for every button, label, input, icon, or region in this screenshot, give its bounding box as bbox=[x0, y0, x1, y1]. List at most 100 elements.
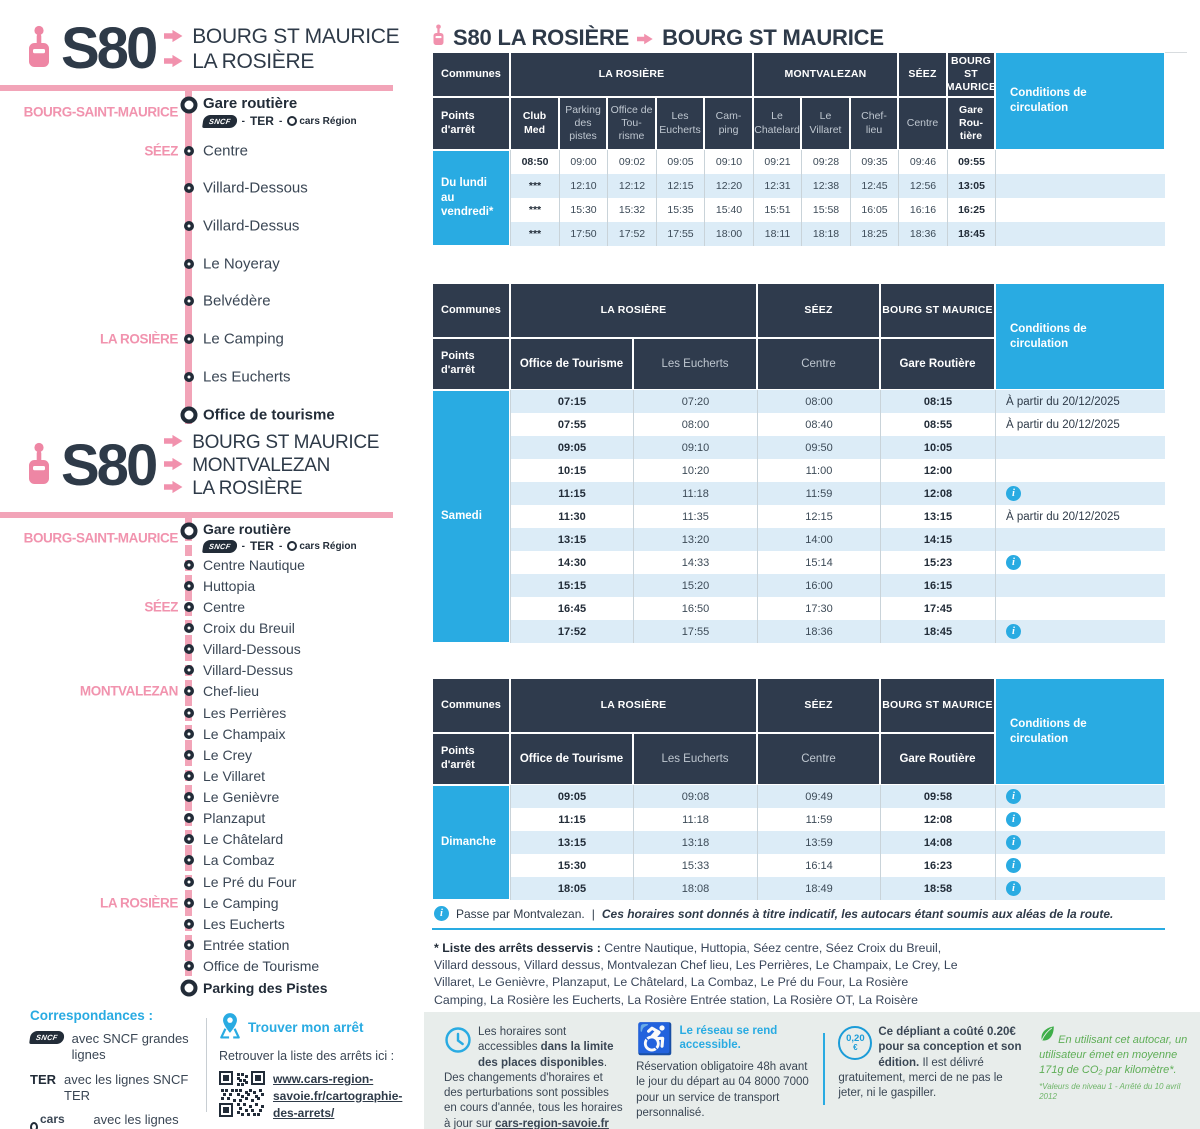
time-cell: 09:02 bbox=[607, 150, 656, 174]
time-cell: 09:05 bbox=[510, 785, 633, 808]
time-cell: 09:00 bbox=[559, 150, 607, 174]
time-cell: 15:35 bbox=[656, 198, 704, 222]
stop-label: Les Eucherts bbox=[203, 369, 291, 386]
stop-header-cell: Cam-ping bbox=[704, 97, 753, 150]
cartography-url-link[interactable]: www.cars-region-savoie.fr/cartographie-d… bbox=[273, 1072, 403, 1120]
time-cell: 11:15 bbox=[510, 482, 633, 505]
footer-link[interactable]: cars-region-savoie.fr bbox=[495, 1117, 609, 1129]
time-cell: 18:05 bbox=[510, 877, 633, 900]
arrow-right-icon bbox=[164, 25, 184, 49]
route-line bbox=[185, 88, 192, 424]
condition-cell bbox=[995, 574, 1165, 597]
eco-footnote: *Valeurs de niveau 1 - Arrêté du 10 avri… bbox=[1039, 1081, 1181, 1102]
footer-cost: 0,20 € Ce dépliant a coûté 0.20€ pour sa … bbox=[838, 1025, 1026, 1129]
commune-label: BOURG-SAINT-MAURICE bbox=[23, 530, 179, 546]
stop-dot bbox=[184, 834, 194, 844]
time-cell: 17:50 bbox=[559, 222, 607, 246]
stop-name: Le Villaret bbox=[203, 768, 266, 784]
stop-dot bbox=[184, 813, 194, 823]
condition-cell: i bbox=[995, 551, 1165, 574]
stop-header-cell: Gare Rou-tière bbox=[947, 97, 995, 150]
day-label-cell: Du lundi au vendredi* bbox=[432, 150, 510, 246]
clock-icon bbox=[444, 1026, 472, 1059]
arrow-right-icon bbox=[164, 478, 184, 500]
stop-label: Le Pré du Four bbox=[203, 874, 296, 890]
destination-label: BOURG ST MAURICE bbox=[192, 432, 380, 453]
time-cell: 16:45 bbox=[510, 597, 633, 620]
info-icon: i bbox=[1006, 555, 1021, 570]
time-cell: 11:59 bbox=[757, 482, 880, 505]
vertical-divider bbox=[206, 1018, 207, 1112]
condition-cell: i bbox=[995, 877, 1165, 900]
stop-label: Office de tourisme bbox=[203, 407, 335, 424]
stop-label: Chef-lieu bbox=[203, 683, 259, 699]
stop-name: Huttopia bbox=[203, 578, 256, 594]
conditions-header-cell: Conditions de circulation bbox=[995, 52, 1165, 150]
stop-name: Villard-Dessous bbox=[203, 179, 308, 197]
map-pin-icon bbox=[219, 1013, 241, 1042]
stop-label: Villard-Dessus bbox=[203, 218, 299, 235]
info-icon: i bbox=[1006, 835, 1021, 850]
time-cell: 08:15 bbox=[880, 390, 995, 413]
stop-dot bbox=[184, 644, 194, 654]
day-label-cell: Samedi bbox=[432, 390, 510, 643]
stop-name: La Combaz bbox=[203, 852, 275, 868]
stop-label: Parking des Pistes bbox=[203, 980, 328, 996]
time-cell: 13:15 bbox=[880, 505, 995, 528]
time-cell: 13:20 bbox=[633, 528, 757, 551]
time-cell: 15:30 bbox=[559, 198, 607, 222]
commune-group-cell: LA ROSIÈRE bbox=[510, 678, 757, 733]
points-arret-header-cell: Points d'arrêt bbox=[432, 733, 510, 785]
time-cell: 09:10 bbox=[633, 436, 757, 459]
time-cell: 11:30 bbox=[510, 505, 633, 528]
find-stop-subtitle: Retrouver la liste des arrêts ici : bbox=[219, 1049, 395, 1063]
time-cell: 09:08 bbox=[633, 785, 757, 808]
commune-group-cell: SÉEZ bbox=[757, 678, 880, 733]
condition-cell bbox=[995, 436, 1165, 459]
time-cell: 15:23 bbox=[880, 551, 995, 574]
stop-dot bbox=[184, 334, 194, 344]
time-cell: 13:15 bbox=[510, 528, 633, 551]
stop-dot bbox=[184, 750, 194, 760]
correspondances-title: Correspondances : bbox=[30, 1008, 154, 1023]
time-cell: 12:15 bbox=[757, 505, 880, 528]
stop-header-cell: Gare Routière bbox=[880, 733, 995, 785]
stop-name: Villard-Dessus bbox=[203, 662, 293, 678]
footer-eco: En utilisant cet autocar, un utilisateur… bbox=[1039, 1025, 1200, 1129]
condition-cell bbox=[995, 198, 1165, 222]
route-destinations: BOURG ST MAURICE LA ROSIÈRE bbox=[164, 25, 400, 74]
time-cell: 16:05 bbox=[850, 198, 898, 222]
stop-dot bbox=[184, 708, 194, 718]
find-stop-title: Trouver mon arrêt bbox=[219, 1013, 404, 1042]
time-cell: 08:00 bbox=[757, 390, 880, 413]
condition-cell: i bbox=[995, 785, 1165, 808]
stop-label: Le Camping bbox=[203, 331, 284, 348]
gondola-icon bbox=[432, 24, 445, 52]
time-cell: 11:18 bbox=[633, 482, 757, 505]
separator: - bbox=[241, 540, 245, 552]
correspondances-section: Correspondances : SNCF avec SNCF grandes l… bbox=[29, 1008, 202, 1129]
stop-label: Belvédère bbox=[203, 293, 271, 310]
stop-dot bbox=[184, 183, 194, 193]
stop-header-cell: Office de Tourisme bbox=[510, 733, 633, 785]
page-title: S80 LA ROSIÈRE BOURG ST MAURICE bbox=[432, 24, 884, 52]
stop-dot bbox=[184, 855, 194, 865]
stop-dot bbox=[184, 686, 194, 696]
title-left: S80 LA ROSIÈRE bbox=[453, 25, 630, 50]
cars-region-circle-icon bbox=[287, 541, 298, 551]
stop-label: Croix du Breuil bbox=[203, 620, 295, 636]
time-cell: 13:05 bbox=[947, 174, 995, 198]
stop-header-cell: Club Med bbox=[510, 97, 559, 150]
conditions-header-cell: Conditions de circulation bbox=[995, 283, 1165, 390]
stop-name: Villard-Dessus bbox=[203, 217, 300, 235]
time-cell: 16:14 bbox=[757, 854, 880, 877]
stop-header-cell: Centre bbox=[898, 97, 947, 150]
condition-cell: À partir du 20/12/2025 bbox=[995, 505, 1165, 528]
leaf-icon bbox=[1039, 1026, 1058, 1046]
stop-label: Gare routière SNCF - TER - cars Région bbox=[202, 95, 357, 128]
destination-line: BOURG ST MAURICE bbox=[164, 25, 400, 49]
time-cell: 12:12 bbox=[607, 174, 656, 198]
stop-label: Centre Nautique bbox=[203, 557, 305, 573]
time-cell: *** bbox=[510, 198, 559, 222]
condition-cell: À partir du 20/12/2025 bbox=[995, 413, 1165, 436]
